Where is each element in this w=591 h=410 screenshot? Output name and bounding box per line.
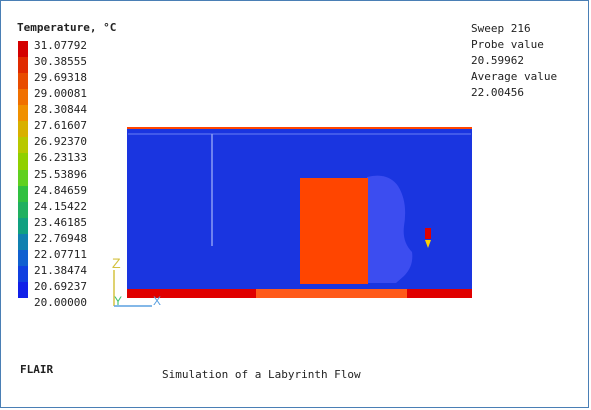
legend-color-segment	[18, 185, 28, 202]
legend-color-segment	[18, 281, 28, 298]
legend-color-segment	[18, 249, 28, 266]
probe-value: 20.59962	[471, 54, 524, 67]
legend-label: 21.38474	[34, 263, 87, 277]
legend-label: 24.15422	[34, 199, 87, 213]
probe-marker-tip	[425, 240, 431, 248]
average-value: 22.00456	[471, 86, 524, 99]
probe-marker	[425, 228, 431, 239]
legend-label: 22.07711	[34, 247, 87, 261]
legend-label: 20.69237	[34, 279, 87, 293]
info-panel: Sweep 216 Probe value 20.59962 Average v…	[471, 21, 557, 101]
legend-label: 23.46185	[34, 215, 87, 229]
legend-color-segment	[18, 169, 28, 186]
floor-strip-right	[407, 289, 472, 298]
legend-color-segment	[18, 201, 28, 218]
y-axis-label: Y	[114, 294, 122, 308]
legend-label: 20.00000	[34, 296, 87, 309]
flow-plume	[367, 175, 413, 283]
heated-block	[300, 178, 368, 284]
legend-label: 29.00081	[34, 87, 87, 101]
legend-color-segment	[18, 265, 28, 282]
legend-label: 26.23133	[34, 151, 87, 165]
legend-color-segment	[18, 57, 28, 74]
legend-labels: 31.07792 30.38555 29.69318 29.00081 28.3…	[34, 38, 87, 311]
legend-label: 27.61607	[34, 119, 87, 133]
legend-color-segment	[18, 217, 28, 234]
legend-label: 31.07792	[34, 39, 87, 52]
legend-color-segment	[18, 121, 28, 138]
legend-label: 28.30844	[34, 103, 87, 117]
z-axis-label: Z	[112, 255, 121, 271]
average-label: Average value	[471, 70, 558, 83]
sweep-label: Sweep 216	[471, 22, 531, 35]
legend-color-segment	[18, 89, 28, 106]
legend-color-segment	[18, 41, 28, 58]
legend-label: 24.84659	[34, 183, 87, 197]
legend-label: 29.69318	[34, 71, 87, 85]
legend-title: Temperature, °C	[17, 21, 117, 34]
floor-strip-middle	[256, 289, 407, 298]
domain-background	[127, 127, 472, 290]
floor-strip-left	[127, 289, 256, 298]
legend-label: 22.76948	[34, 231, 87, 245]
legend-color-segment	[18, 153, 28, 170]
domain-top-border	[127, 127, 472, 129]
legend-color-segment	[18, 73, 28, 90]
legend-label: 25.53896	[34, 167, 87, 181]
brand-label: FLAIR	[20, 363, 54, 376]
caption-label: Simulation of a Labyrinth Flow	[162, 368, 361, 381]
legend-color-segment	[18, 137, 28, 154]
legend-label: 26.92370	[34, 135, 87, 149]
x-axis-label: X	[153, 294, 161, 308]
probe-label: Probe value	[471, 38, 544, 51]
legend-label: 30.38555	[34, 55, 87, 69]
legend-color-segment	[18, 105, 28, 122]
legend-colorbar	[18, 41, 28, 298]
legend-color-segment	[18, 233, 28, 250]
